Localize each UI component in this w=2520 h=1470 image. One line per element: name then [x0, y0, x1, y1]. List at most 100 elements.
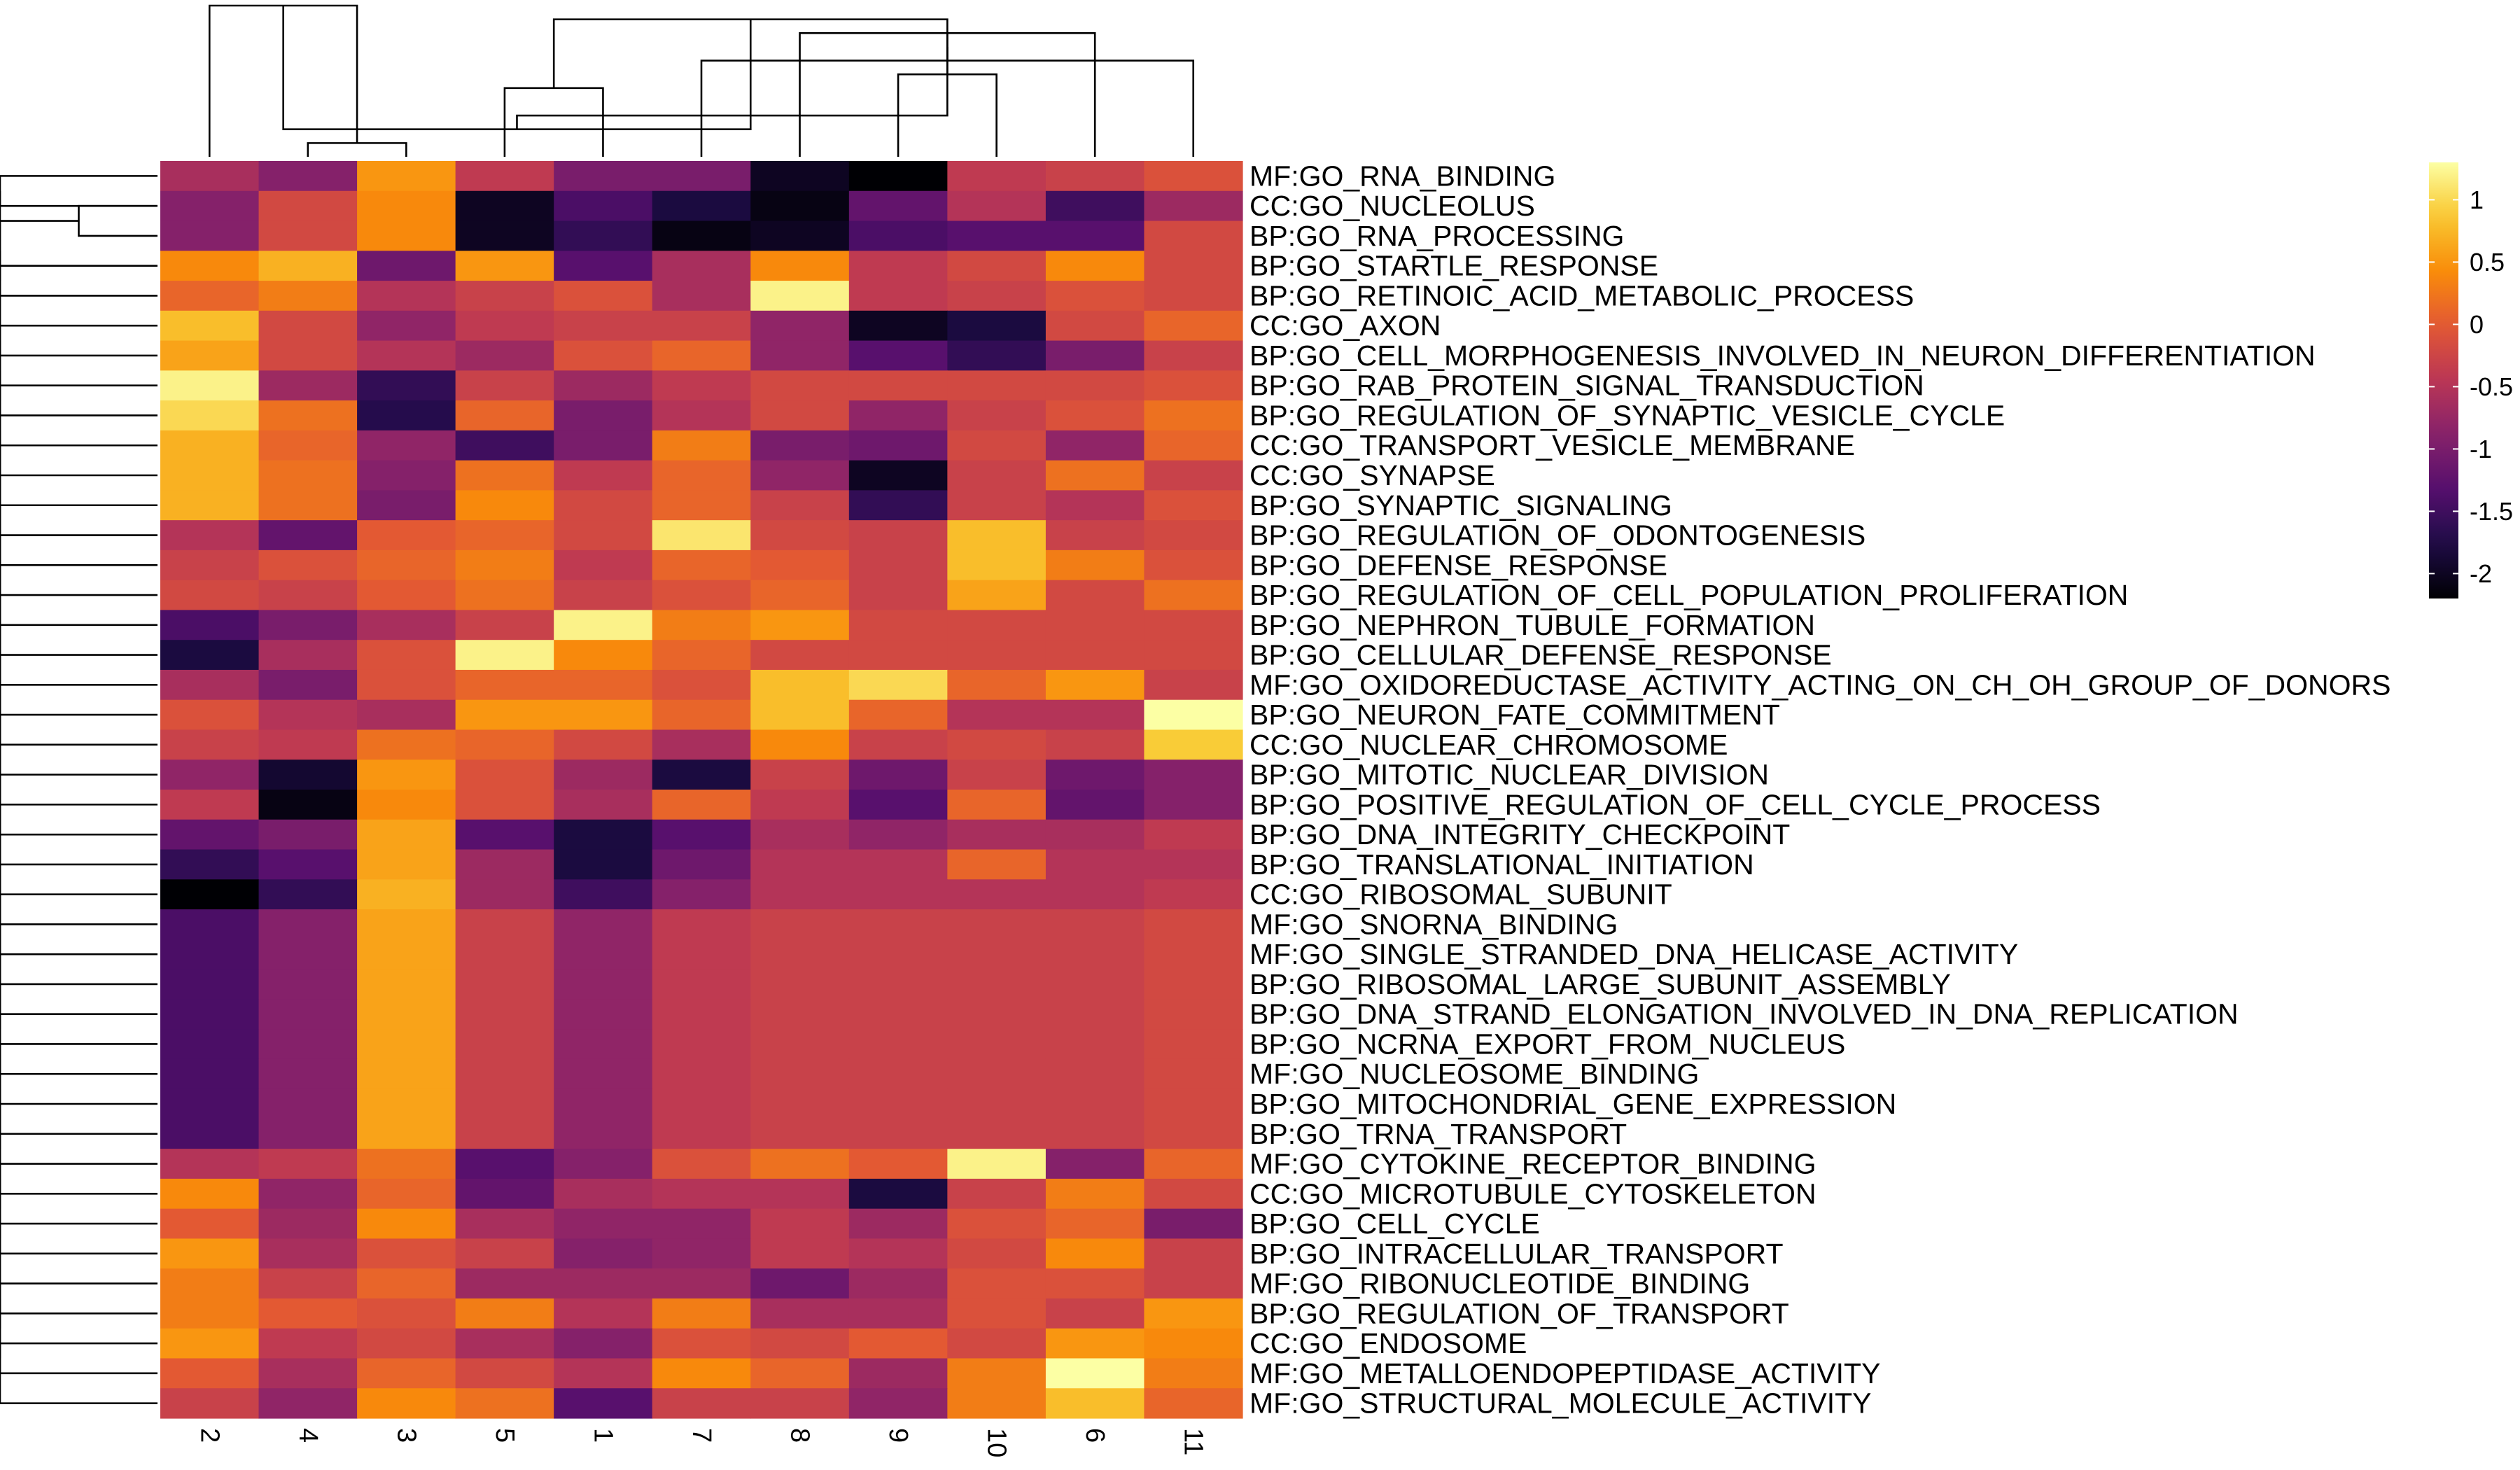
heatmap-cell [1144, 340, 1243, 371]
heatmap-cell [554, 460, 653, 491]
heatmap-cell [1144, 969, 1243, 1000]
heatmap-cell [1144, 819, 1243, 850]
heatmap-cell [750, 1119, 850, 1149]
row-label: CC:GO_NUCLEOLUS [1250, 190, 1535, 222]
heatmap-cell [652, 969, 751, 1000]
heatmap-cell [750, 1088, 850, 1119]
heatmap-cell [357, 760, 456, 790]
heatmap-cell [160, 580, 260, 611]
heatmap-cell [1144, 849, 1243, 880]
heatmap-cell [554, 1328, 653, 1359]
heatmap-cell [160, 1088, 260, 1119]
heatmap-cell [160, 790, 260, 820]
legend-tick-label: -1.5 [2470, 497, 2513, 526]
dendrogram-link [0, 190, 158, 1404]
heatmap-cell [1045, 190, 1145, 222]
heatmap-cell [1144, 610, 1243, 640]
heatmap-cell [1144, 939, 1243, 970]
heatmap-cell [554, 790, 653, 820]
heatmap-cell [357, 1178, 456, 1210]
column-label: 2 [195, 1428, 224, 1443]
row-label: BP:GO_REGULATION_OF_CELL_POPULATION_PROL… [1250, 579, 2128, 611]
heatmap-cell [947, 550, 1046, 581]
heatmap-cell [1045, 610, 1145, 640]
heatmap-cell [652, 669, 751, 701]
heatmap-cell [160, 969, 260, 1000]
heatmap-cell [652, 460, 751, 491]
heatmap-cell [750, 969, 850, 1000]
heatmap-cell [455, 1178, 554, 1210]
heatmap-cell [1144, 220, 1243, 251]
heatmap-cell [947, 370, 1046, 401]
heatmap-cell [750, 460, 850, 491]
dendrogram-link [0, 564, 158, 596]
heatmap-cell [652, 281, 751, 312]
heatmap-cell [455, 161, 554, 192]
column-label: 5 [490, 1428, 519, 1443]
heatmap-cell [652, 729, 751, 760]
heatmap-cell [160, 251, 260, 281]
heatmap-cell [750, 550, 850, 581]
column-label: 1 [588, 1428, 617, 1443]
heatmap-cell [554, 1358, 653, 1389]
row-label: CC:GO_TRANSPORT_VESICLE_MEMBRANE [1250, 429, 1855, 461]
heatmap-cell [1045, 281, 1145, 312]
heatmap-cell [455, 669, 554, 701]
heatmap-cell [1144, 640, 1243, 671]
heatmap-cell [947, 969, 1046, 1000]
heatmap-cell [160, 879, 260, 910]
heatmap-cell [160, 310, 260, 342]
heatmap-cell [258, 610, 358, 640]
heatmap-cell [160, 1298, 260, 1329]
heatmap-cell [1144, 520, 1243, 551]
heatmap-cell [848, 550, 948, 581]
heatmap-cell [848, 1328, 948, 1359]
heatmap-cell [160, 430, 260, 461]
heatmap-cell [848, 819, 948, 850]
row-label: CC:GO_MICROTUBULE_CYTOSKELETON [1250, 1177, 1816, 1210]
heatmap-cell [160, 370, 260, 401]
heatmap-cell [1045, 1119, 1145, 1149]
heatmap-cell [258, 310, 358, 342]
heatmap-cell [652, 819, 751, 850]
heatmap-cell [160, 1238, 260, 1269]
heatmap-cell [455, 1268, 554, 1299]
heatmap-cell [160, 669, 260, 701]
row-label: BP:GO_TRNA_TRANSPORT [1250, 1118, 1627, 1150]
heatmap-cell [1144, 1058, 1243, 1090]
heatmap-cell [1045, 909, 1145, 940]
heatmap-cell [1144, 430, 1243, 461]
heatmap-cell [160, 610, 260, 640]
heatmap-cell [258, 580, 358, 611]
heatmap-cell [455, 251, 554, 281]
heatmap-cell [1045, 1149, 1145, 1180]
heatmap-cell [652, 699, 751, 731]
heatmap-cell [652, 909, 751, 940]
heatmap-cell [357, 1149, 456, 1180]
dendrogram-link [0, 1043, 158, 1075]
heatmap-cell [1045, 1298, 1145, 1329]
heatmap-cell [848, 340, 948, 371]
heatmap-cell [750, 251, 850, 281]
heatmap-cell [947, 1298, 1046, 1329]
heatmap-cell [1045, 1388, 1145, 1419]
heatmap-cell [1144, 1328, 1243, 1359]
heatmap-cell [750, 939, 850, 970]
heatmap-cell [258, 340, 358, 371]
heatmap-cell [750, 580, 850, 611]
heatmap-cell [554, 310, 653, 342]
heatmap-cell [554, 190, 653, 222]
heatmap-cell [947, 1208, 1046, 1240]
column-label: 11 [1179, 1428, 1208, 1455]
heatmap-cell [1045, 251, 1145, 281]
heatmap-cell [652, 1298, 751, 1329]
heatmap-cell [554, 729, 653, 760]
heatmap-cell [554, 370, 653, 401]
heatmap-cell [750, 430, 850, 461]
heatmap-cell [652, 610, 751, 640]
dendrogram-link [0, 1102, 158, 1135]
heatmap-cell [258, 161, 358, 192]
heatmap-cell [554, 1268, 653, 1299]
heatmap-cell [160, 1149, 260, 1180]
heatmap-cell [455, 1029, 554, 1060]
